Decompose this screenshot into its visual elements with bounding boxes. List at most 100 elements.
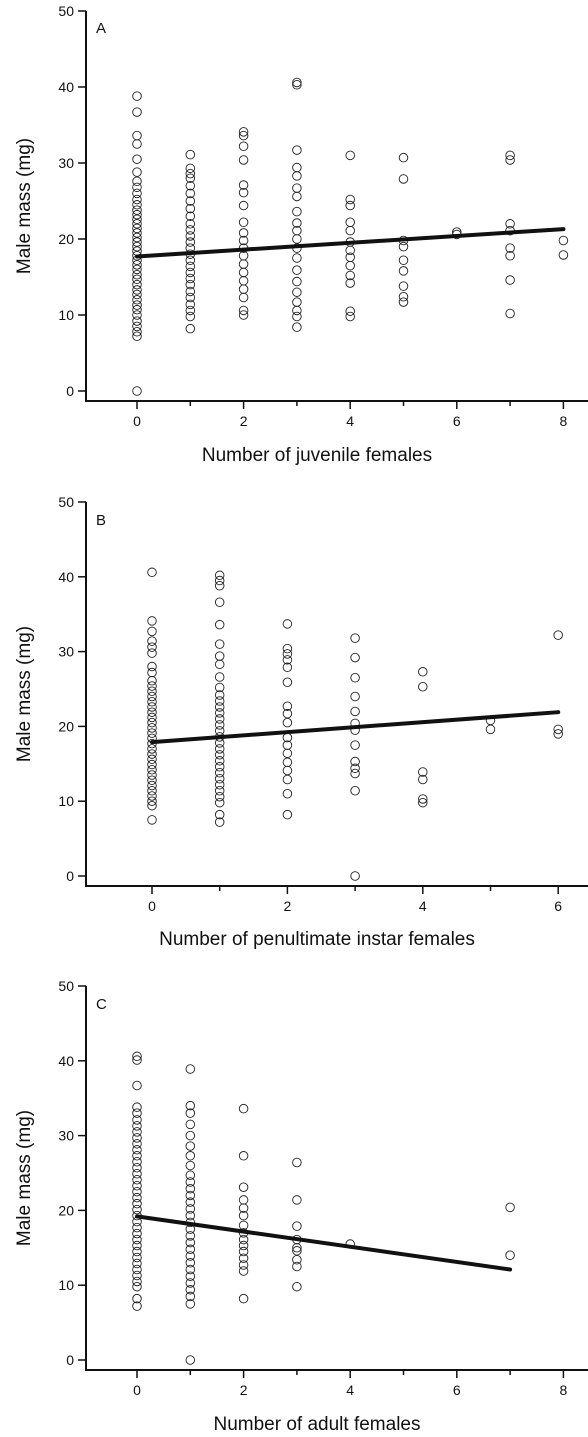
data-point: [214, 570, 225, 581]
panel-a: 0 10 20 30 40 50 0 2 4 6 8 Number of juvenile femal…: [14, 3, 588, 466]
data-point: [214, 619, 225, 630]
data-point: [238, 200, 249, 211]
y-axis-title: Male mass (mg): [14, 1110, 35, 1246]
data-point: [282, 748, 293, 759]
data-point: [214, 797, 225, 808]
data-point: [238, 1103, 249, 1114]
data-point: [398, 266, 409, 276]
data-point: [345, 311, 355, 322]
data-point: [345, 270, 355, 281]
data-point: [132, 1246, 142, 1257]
data-point: [505, 155, 515, 165]
data-point: [147, 770, 157, 780]
data-point: [238, 310, 249, 320]
data-point: [345, 225, 355, 236]
data-point: [147, 696, 157, 707]
y-tick-label: 40: [58, 569, 74, 585]
data-point: [132, 289, 142, 300]
data-point: [132, 1198, 142, 1209]
data-point: [214, 762, 225, 772]
data-point: [292, 287, 302, 297]
data-point: [282, 809, 293, 820]
data-point: [292, 265, 302, 275]
data-point: [345, 245, 355, 256]
data-point: [147, 636, 157, 646]
y-tick-label: 20: [58, 718, 74, 734]
data-point: [185, 311, 196, 322]
data-point: [185, 273, 196, 284]
data-point: [132, 1139, 142, 1149]
data-point: [185, 163, 196, 174]
data-point: [292, 297, 302, 307]
data-point: [185, 305, 196, 316]
y-tick-label: 30: [58, 1128, 74, 1144]
data-point: [185, 149, 196, 160]
data-point: [282, 757, 293, 768]
data-point: [147, 616, 157, 626]
data-point: [132, 316, 142, 326]
data-point: [292, 1221, 302, 1231]
data-point: [185, 1299, 196, 1309]
data-point: [238, 217, 249, 228]
data-point: [350, 785, 360, 796]
data-point: [214, 597, 225, 607]
data-point: [132, 1055, 142, 1065]
data-point: [292, 1281, 302, 1292]
data-point: [238, 259, 249, 269]
data-point: [185, 1190, 196, 1201]
data-point: [132, 1051, 142, 1062]
data-point: [238, 180, 249, 190]
data-point: [505, 275, 515, 285]
data-point: [292, 1157, 302, 1168]
data-point: [185, 1204, 196, 1214]
data-point: [185, 168, 196, 179]
x-tick-label: 6: [554, 898, 562, 914]
data-point: [418, 667, 428, 677]
data-point: [292, 253, 302, 263]
x-axis-title: Number of juvenile females: [202, 445, 432, 466]
data-point: [147, 723, 157, 733]
data-point: [282, 655, 293, 665]
data-point: [282, 677, 293, 688]
data-point: [132, 285, 142, 295]
data-point: [147, 775, 157, 786]
data-point: [132, 1204, 142, 1215]
data-points: [147, 567, 563, 881]
data-point: [214, 639, 225, 649]
data-point: [147, 815, 157, 825]
data-point: [292, 1246, 302, 1256]
data-point: [345, 278, 355, 288]
data-point: [132, 241, 142, 252]
data-point: [350, 691, 360, 702]
data-point: [185, 1130, 196, 1141]
x-tick-label: 4: [346, 413, 354, 429]
data-point: [214, 690, 225, 700]
data-point: [292, 191, 302, 202]
data-point: [132, 228, 142, 238]
data-point: [214, 809, 225, 820]
y-tick-label: 30: [58, 155, 74, 171]
y-tick-label: 10: [58, 793, 74, 809]
data-point: [185, 1210, 196, 1221]
data-point: [185, 1064, 196, 1074]
data-point: [238, 1151, 249, 1161]
data-point: [292, 171, 302, 181]
panel-label: A: [96, 20, 106, 37]
data-point: [238, 1182, 249, 1192]
data-point: [238, 141, 249, 152]
data-point: [418, 767, 428, 777]
data-point: [292, 162, 302, 173]
data-point: [147, 681, 157, 691]
data-point: [292, 311, 302, 322]
y-tick-label: 50: [58, 494, 74, 510]
data-point: [505, 1202, 515, 1213]
data-point: [238, 1246, 249, 1257]
data-point: [132, 1192, 142, 1203]
x-tick-label: 4: [419, 898, 427, 914]
data-point: [185, 1251, 196, 1261]
data-point: [185, 279, 196, 290]
data-point: [418, 682, 428, 692]
data-point: [292, 1255, 302, 1265]
data-point: [185, 1291, 196, 1302]
